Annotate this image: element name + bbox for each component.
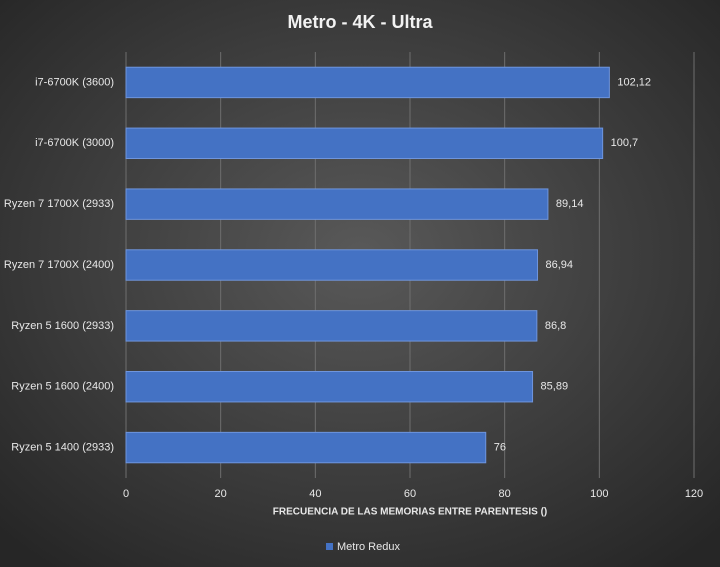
- y-tick-label: Ryzen 5 1600 (2400): [11, 381, 114, 393]
- x-tick-label: 0: [123, 488, 129, 500]
- bar: [125, 188, 549, 220]
- y-tick-label: Ryzen 5 1600 (2933): [11, 320, 114, 332]
- bar: [125, 371, 534, 403]
- y-tick-label: Ryzen 7 1700X (2933): [4, 198, 114, 210]
- legend-label: Metro Redux: [337, 541, 400, 553]
- bar: [125, 431, 487, 464]
- y-tick-label: i7-6700K (3000): [35, 137, 114, 149]
- x-tick-label: 120: [685, 488, 703, 500]
- x-tick-label: 100: [590, 488, 608, 500]
- x-axis-title: FRECUENCIA DE LAS MEMORIAS ENTRE PARENTE…: [273, 507, 547, 518]
- y-tick-label: Ryzen 5 1400 (2933): [11, 441, 114, 453]
- x-tick-label: 40: [309, 488, 321, 500]
- y-tick-label: Ryzen 7 1700X (2400): [4, 259, 114, 271]
- value-label: 85,89: [541, 381, 569, 393]
- x-tick-label: 80: [499, 488, 511, 500]
- y-tick-label: i7-6700K (3600): [35, 76, 114, 88]
- x-tick-label: 20: [215, 488, 227, 500]
- value-label: 76: [494, 441, 506, 453]
- bar: [125, 127, 604, 159]
- value-label: 102,12: [617, 76, 651, 88]
- value-label: 89,14: [556, 198, 584, 210]
- bar: [125, 249, 539, 281]
- value-label: 86,94: [546, 259, 574, 271]
- legend-swatch: [326, 543, 333, 550]
- value-label: 100,7: [611, 137, 639, 149]
- bar: [125, 310, 538, 342]
- chart-title: Metro - 4K - Ultra: [287, 12, 433, 32]
- bar: [125, 66, 610, 99]
- x-tick-label: 60: [404, 488, 416, 500]
- value-label: 86,8: [545, 320, 566, 332]
